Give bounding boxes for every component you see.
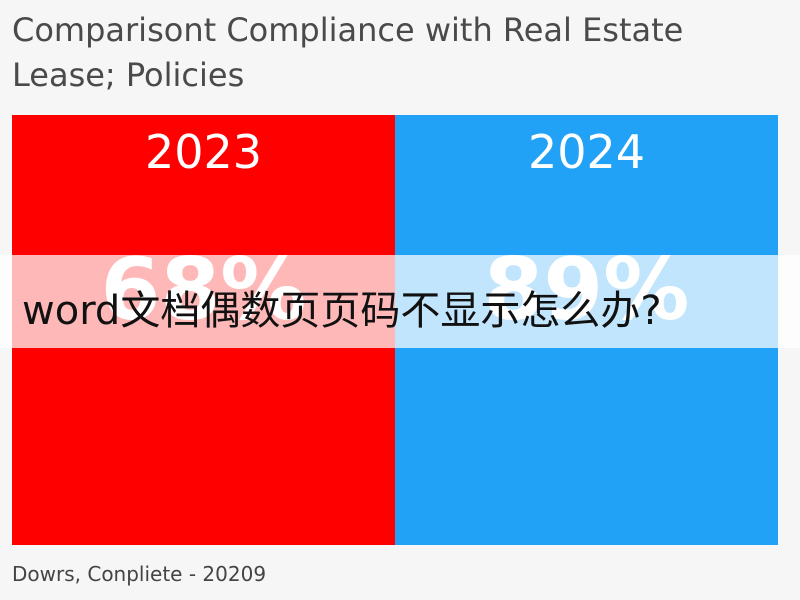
- banner-text: word文档偶数页页码不显示怎么办?: [22, 288, 662, 334]
- footer: Dowrs, Conpliete - 20209: [12, 562, 267, 586]
- panel-year: 2024: [527, 125, 646, 179]
- title: Comparisont Compliance with Real Estate …: [12, 11, 684, 94]
- banner-overlay: [0, 255, 800, 348]
- panel-year: 2023: [144, 125, 263, 179]
